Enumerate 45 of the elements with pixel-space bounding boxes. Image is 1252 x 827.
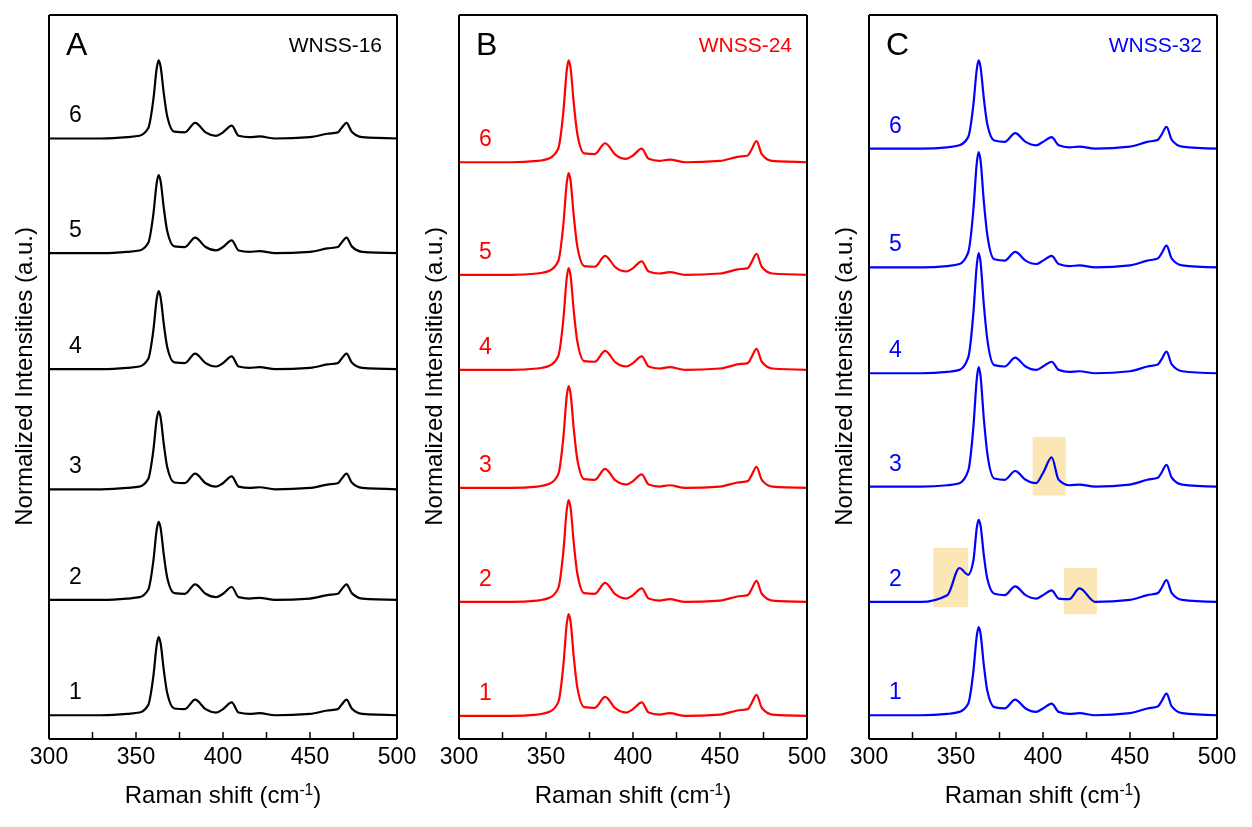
series-label: 6 [889, 111, 902, 138]
series-label: 5 [69, 216, 82, 243]
series-label: 6 [69, 101, 82, 128]
series-label: 6 [479, 125, 492, 152]
y-axis-title: Normalized Intensities (a.u.) [830, 227, 857, 526]
series-label: 3 [69, 452, 82, 479]
series-label: 4 [889, 336, 902, 363]
series-label: 4 [69, 332, 82, 359]
series-label: 5 [479, 237, 492, 264]
chart-title: C [886, 26, 910, 62]
chart-title: A [66, 26, 88, 62]
x-tick-label: 350 [936, 743, 976, 770]
x-tick-label: 300 [849, 743, 889, 770]
series-label: 1 [479, 678, 492, 705]
chart-title: B [476, 26, 498, 62]
x-tick-label: 500 [787, 743, 827, 770]
text: WNSS-32 [1108, 33, 1202, 56]
x-tick-label: 400 [1023, 743, 1063, 770]
x-tick-label: 500 [377, 743, 417, 770]
x-tick-label: 500 [1197, 743, 1237, 770]
series-label: 1 [69, 678, 82, 705]
y-axis-title: Normalized Intensities (a.u.) [420, 227, 447, 526]
x-axis-title: Raman shift (cm$^{-1}$) [124, 780, 322, 808]
x-tick-label: 300 [439, 743, 479, 770]
x-tick-label: 350 [116, 743, 156, 770]
x-tick-label: 400 [613, 743, 653, 770]
x-tick-label: 350 [526, 743, 566, 770]
x-tick-label: 450 [700, 743, 740, 770]
series-label: 5 [889, 230, 902, 257]
series-label: 2 [889, 564, 902, 591]
x-tick-label: 450 [290, 743, 330, 770]
x-tick-label: 400 [203, 743, 243, 770]
x-axis-title: Raman shift (cm$^{-1}$) [944, 780, 1142, 808]
x-tick-label: 450 [1110, 743, 1150, 770]
x-axis-title: Raman shift (cm$^{-1}$) [534, 780, 732, 808]
series-label: 3 [889, 449, 902, 476]
series-label: 1 [889, 678, 902, 705]
series-label: 2 [479, 564, 492, 591]
x-tick-label: 300 [29, 743, 69, 770]
text: WNSS-24 [698, 33, 792, 56]
y-axis-title: Normalized Intensities (a.u.) [10, 227, 37, 526]
series-label: 2 [69, 562, 82, 589]
series-label: 3 [479, 450, 492, 477]
text: WNSS-16 [288, 33, 382, 56]
series-label: 4 [479, 332, 492, 359]
